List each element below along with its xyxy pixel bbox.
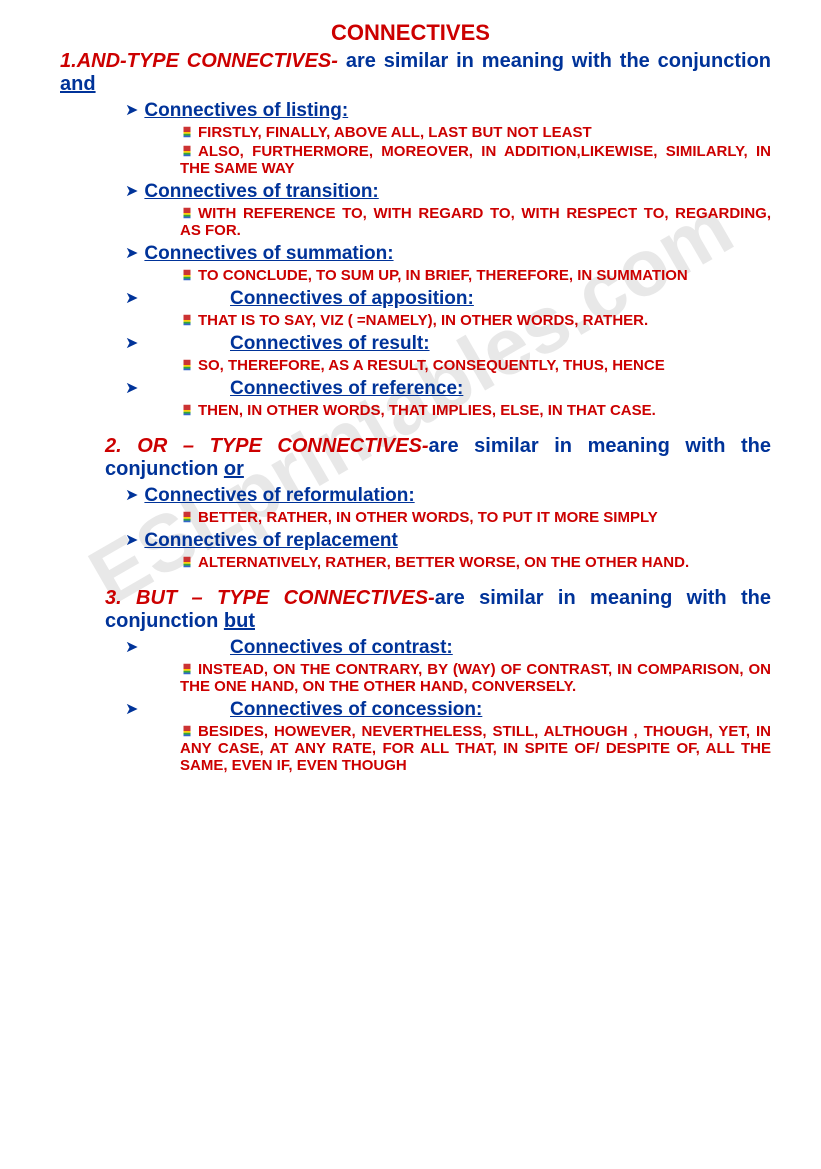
subsection-title: Connectives of contrast: (230, 637, 453, 658)
list-item: ALSO, FURTHERMORE, MOREOVER, IN ADDITION… (180, 143, 771, 177)
sections-container: 1.AND-TYPE CONNECTIVES- are similar in m… (50, 50, 771, 774)
list-item: BETTER, RATHER, IN OTHER WORDS, TO PUT I… (180, 509, 771, 526)
list-item-text: FIRSTLY, FINALLY, ABOVE ALL, LAST BUT NO… (198, 124, 592, 141)
section-heading-text: are similar in meaning with the conjunct… (346, 50, 771, 72)
chevron-icon: ➤ (125, 485, 138, 505)
list-item-text: TO CONCLUDE, TO SUM UP, IN BRIEF, THEREF… (198, 267, 688, 284)
chevron-icon: ➤ (125, 100, 138, 120)
subsection: ➤Connectives of apposition: (230, 288, 771, 310)
section-heading-keyword: but (224, 610, 255, 632)
subsection-title: Connectives of reference: (230, 378, 463, 399)
section-heading-bold: AND-TYPE CONNECTIVES- (77, 50, 346, 72)
subsection: ➤ Connectives of replacement (125, 530, 771, 552)
chevron-icon: ➤ (125, 181, 138, 201)
list-item: THAT IS TO SAY, VIZ ( =NAMELY), IN OTHER… (180, 312, 771, 329)
list-item: INSTEAD, ON THE CONTRARY, BY (WAY) OF CO… (180, 661, 771, 695)
list-item-text: THEN, IN OTHER WORDS, THAT IMPLIES, ELSE… (198, 402, 656, 419)
section-heading: 3. BUT – TYPE CONNECTIVES-are similar in… (105, 587, 771, 633)
subsection-title: Connectives of listing: (144, 100, 348, 121)
subsection-title: Connectives of apposition: (230, 288, 474, 309)
chevron-icon: ➤ (125, 699, 138, 719)
page-title: CONNECTIVES (50, 20, 771, 46)
chevron-icon: ➤ (125, 637, 138, 657)
subsection-title: Connectives of transition: (144, 181, 378, 202)
list-item-text: WITH REFERENCE TO, WITH REGARD TO, WITH … (180, 205, 771, 239)
chevron-icon: ➤ (125, 378, 138, 398)
section-heading-bold: BUT – TYPE CONNECTIVES- (136, 587, 435, 609)
subsection: ➤ Connectives of listing: (125, 100, 771, 122)
list-item-text: BETTER, RATHER, IN OTHER WORDS, TO PUT I… (198, 509, 658, 526)
chevron-icon: ➤ (125, 243, 138, 263)
list-item: THEN, IN OTHER WORDS, THAT IMPLIES, ELSE… (180, 402, 771, 419)
section-heading: 2. OR – TYPE CONNECTIVES-are similar in … (105, 435, 771, 481)
subsection-title: Connectives of reformulation: (144, 485, 414, 506)
section-heading-keyword: and (60, 73, 96, 95)
subsection-title: Connectives of result: (230, 333, 430, 354)
list-item: BESIDES, HOWEVER, NEVERTHELESS, STILL, A… (180, 723, 771, 774)
subsection-title: Connectives of concession: (230, 699, 482, 720)
subsection: ➤ Connectives of reformulation: (125, 485, 771, 507)
list-item: TO CONCLUDE, TO SUM UP, IN BRIEF, THEREF… (180, 267, 771, 284)
document-body: CONNECTIVES 1.AND-TYPE CONNECTIVES- are … (50, 20, 771, 774)
list-item: ALTERNATIVELY, RATHER, BETTER WORSE, ON … (180, 554, 771, 571)
subsection: ➤ Connectives of transition: (125, 181, 771, 203)
section-heading-keyword: or (224, 458, 244, 480)
list-item-text: THAT IS TO SAY, VIZ ( =NAMELY), IN OTHER… (198, 312, 648, 329)
subsection: ➤Connectives of contrast: (230, 637, 771, 659)
list-item-text: SO, THEREFORE, AS A RESULT, CONSEQUENTLY… (198, 357, 665, 374)
section-number: 2. (105, 435, 137, 457)
subsection: ➤Connectives of result: (230, 333, 771, 355)
list-item: FIRSTLY, FINALLY, ABOVE ALL, LAST BUT NO… (180, 124, 771, 141)
list-item-text: BESIDES, HOWEVER, NEVERTHELESS, STILL, A… (180, 723, 771, 774)
subsection: ➤Connectives of reference: (230, 378, 771, 400)
chevron-icon: ➤ (125, 333, 138, 353)
section-number: 1. (60, 50, 77, 72)
list-item-text: ALSO, FURTHERMORE, MOREOVER, IN ADDITION… (180, 143, 771, 177)
chevron-icon: ➤ (125, 530, 138, 550)
subsection-title: Connectives of replacement (144, 530, 397, 551)
subsection: ➤ Connectives of summation: (125, 243, 771, 265)
list-item: SO, THEREFORE, AS A RESULT, CONSEQUENTLY… (180, 357, 771, 374)
list-item-text: ALTERNATIVELY, RATHER, BETTER WORSE, ON … (198, 554, 689, 571)
list-item-text: INSTEAD, ON THE CONTRARY, BY (WAY) OF CO… (180, 661, 771, 695)
section-number: 3. (105, 587, 136, 609)
subsection: ➤Connectives of concession: (230, 699, 771, 721)
list-item: WITH REFERENCE TO, WITH REGARD TO, WITH … (180, 205, 771, 239)
section-heading: 1.AND-TYPE CONNECTIVES- are similar in m… (60, 50, 771, 96)
section-heading-bold: OR – TYPE CONNECTIVES- (137, 435, 428, 457)
chevron-icon: ➤ (125, 288, 138, 308)
subsection-title: Connectives of summation: (144, 243, 393, 264)
